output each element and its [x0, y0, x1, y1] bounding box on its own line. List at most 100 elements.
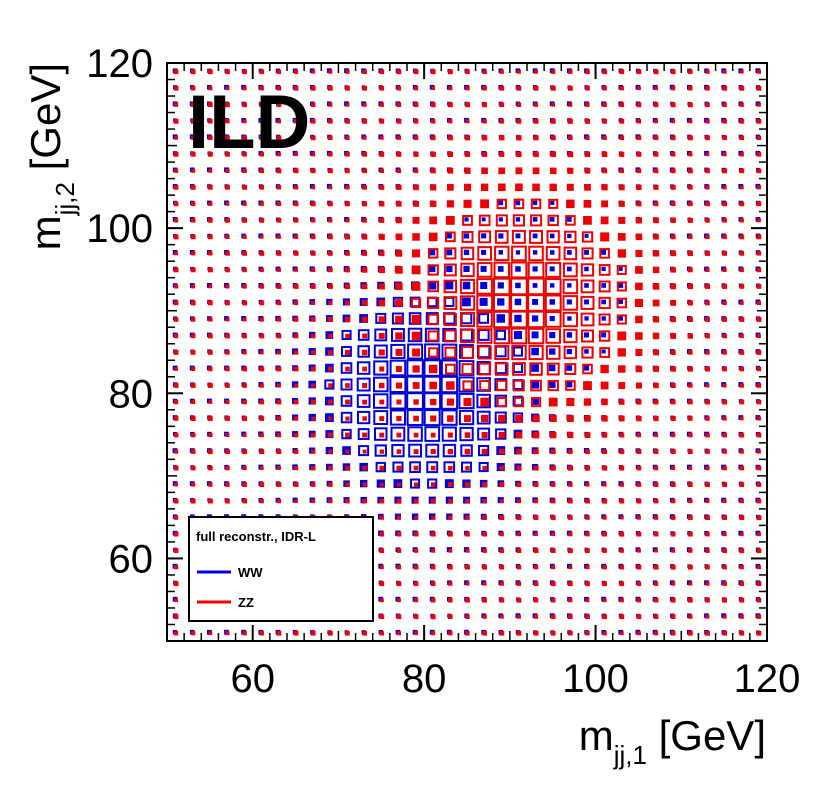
- bin-zz: [430, 151, 436, 157]
- bin-zz: [395, 366, 402, 372]
- bin-zz: [516, 448, 522, 455]
- bin-zz: [670, 102, 676, 108]
- bin-zz: [276, 399, 282, 405]
- bin-zz: [242, 201, 247, 206]
- bin-ww: [462, 281, 471, 290]
- bin-ww: [463, 265, 470, 272]
- bin-ww: [341, 329, 352, 340]
- bin-zz: [515, 167, 523, 175]
- bin-ww: [549, 266, 555, 272]
- bin-zz: [293, 333, 299, 339]
- bin-zz: [550, 630, 556, 636]
- bin-zz: [600, 216, 609, 225]
- bin-zz: [345, 118, 350, 124]
- bin-zz: [688, 234, 693, 239]
- bin-zz: [568, 449, 573, 454]
- bin-zz: [191, 482, 196, 487]
- bin-zz: [311, 300, 316, 305]
- bin-zz: [493, 310, 511, 329]
- bin-zz: [562, 311, 578, 328]
- bin-zz: [464, 432, 471, 438]
- bin-zz: [396, 498, 402, 504]
- bin-zz: [293, 482, 299, 488]
- bin-zz: [225, 383, 230, 388]
- bin-zz: [653, 234, 659, 240]
- bin-ww: [407, 327, 423, 343]
- bin-zz: [635, 349, 643, 356]
- bin-zz: [465, 564, 470, 570]
- bin-zz: [653, 102, 659, 108]
- bin-zz: [568, 85, 573, 91]
- bin-zz: [722, 532, 727, 537]
- bin-zz: [687, 597, 693, 603]
- bin-ww: [531, 380, 540, 389]
- bin-zz: [670, 316, 676, 323]
- bin-zz: [362, 498, 367, 504]
- bin-zz: [459, 278, 476, 295]
- bin-zz: [619, 548, 624, 553]
- bin-zz: [361, 316, 368, 323]
- bin-ww: [515, 282, 521, 289]
- bin-zz: [602, 531, 607, 537]
- bin-zz: [448, 86, 453, 91]
- bin-zz: [495, 362, 509, 376]
- bin-zz: [293, 432, 299, 438]
- bin-zz: [653, 135, 659, 141]
- bin-zz: [414, 598, 419, 603]
- bin-zz: [412, 233, 420, 241]
- bin-zz: [533, 581, 539, 587]
- bin-zz: [208, 498, 213, 504]
- bin-zz: [602, 449, 608, 455]
- bin-zz: [619, 465, 625, 471]
- y-axis-title-sub: jj,2: [50, 182, 80, 216]
- bin-zz: [618, 415, 625, 422]
- bin-ww: [477, 329, 490, 341]
- bin-zz: [362, 333, 368, 339]
- bin-zz: [568, 532, 573, 537]
- bin-zz: [328, 449, 333, 454]
- bin-zz: [482, 614, 487, 619]
- bin-zz: [225, 267, 230, 273]
- bin-zz: [756, 399, 762, 405]
- bin-zz: [173, 498, 179, 504]
- bin-zz: [653, 581, 659, 586]
- bin-zz: [513, 379, 525, 392]
- bin-zz: [465, 515, 470, 520]
- bin-ww: [340, 362, 353, 374]
- bin-zz: [545, 328, 562, 344]
- bin-ww: [566, 332, 573, 338]
- bin-zz: [397, 598, 401, 603]
- bin-zz: [530, 214, 543, 227]
- bin-zz: [687, 317, 693, 322]
- bin-zz: [190, 416, 196, 422]
- x-tick-label: 60: [230, 657, 275, 701]
- bin-zz: [568, 565, 573, 570]
- bin-zz: [688, 201, 693, 207]
- bin-zz: [174, 168, 179, 173]
- bin-zz: [276, 317, 282, 322]
- bin-zz: [482, 499, 487, 504]
- bin-zz: [670, 283, 677, 290]
- bin-zz: [310, 251, 316, 256]
- bin-ww: [618, 316, 623, 321]
- bin-zz: [480, 183, 489, 192]
- bin-zz: [430, 498, 436, 504]
- bin-zz: [756, 118, 762, 124]
- bin-zz: [327, 85, 333, 91]
- bin-zz: [756, 565, 761, 570]
- bin-zz: [619, 86, 624, 91]
- bin-zz: [294, 499, 299, 504]
- bin-zz: [478, 230, 492, 244]
- bin-zz: [208, 218, 213, 223]
- bin-zz: [191, 218, 196, 223]
- bin-zz: [444, 247, 457, 260]
- bin-zz: [413, 184, 419, 191]
- bin-zz: [582, 363, 593, 375]
- bin-zz: [311, 152, 316, 157]
- bin-ww: [391, 444, 405, 458]
- bin-zz: [174, 251, 178, 256]
- bin-zz: [276, 135, 282, 141]
- bin-zz: [517, 614, 521, 619]
- bin-ww: [341, 428, 352, 440]
- bin-zz: [413, 119, 419, 124]
